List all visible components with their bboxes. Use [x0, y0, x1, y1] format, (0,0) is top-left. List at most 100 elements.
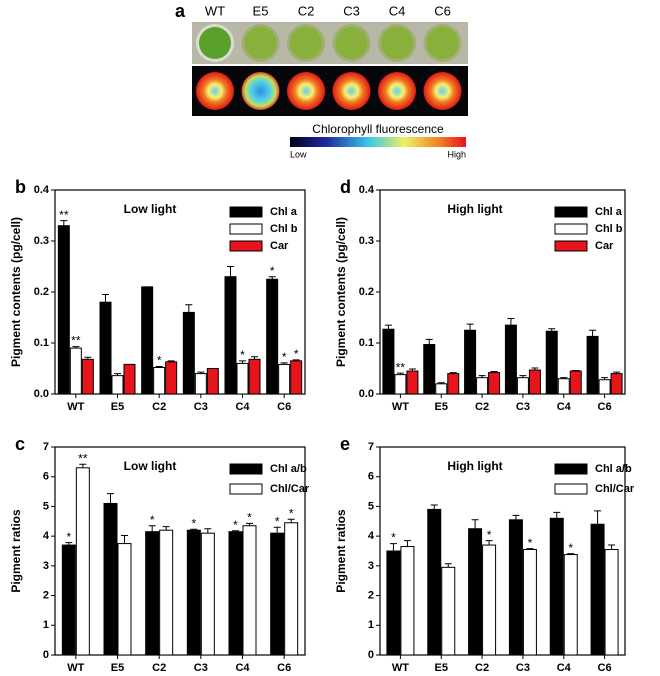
- significance: *: [191, 516, 196, 530]
- x-tick-label: WT: [392, 662, 409, 671]
- legend-label: Chl/Car: [270, 483, 310, 495]
- significance: *: [247, 511, 252, 525]
- bar: [266, 278, 279, 395]
- plot-frame: [379, 189, 626, 395]
- panel-label: d: [340, 177, 351, 197]
- x-tick-label: E5: [435, 401, 448, 413]
- legend-swatch: [229, 463, 263, 475]
- bar: [81, 358, 94, 395]
- legend-swatch: [554, 483, 588, 495]
- error-bar: [84, 356, 92, 360]
- error-bar: [185, 304, 193, 313]
- error-bar: [148, 525, 156, 532]
- x-tick-label: C2: [152, 401, 166, 413]
- legend-swatch: [229, 206, 263, 218]
- significance: **: [71, 334, 81, 348]
- y-tick-label: 6: [43, 471, 49, 483]
- bar: [61, 544, 76, 656]
- error-bar: [287, 518, 295, 523]
- bar: [236, 362, 249, 395]
- bar: [153, 366, 166, 395]
- error-bar: [239, 360, 246, 364]
- x-tick-label: WT: [67, 401, 84, 413]
- y-axis-label: Pigment contents (pg/cell): [334, 217, 348, 367]
- significance: *: [391, 531, 396, 545]
- legend-label: Chl a/b: [270, 463, 307, 475]
- error-bar: [102, 294, 109, 303]
- bar: [141, 286, 154, 395]
- legend-swatch: [554, 463, 588, 475]
- bar: [435, 383, 448, 395]
- bar: [200, 532, 215, 656]
- y-tick-label: 5: [368, 500, 374, 512]
- bar: [159, 529, 174, 656]
- sample-label: C4: [389, 3, 406, 18]
- panel-title: Low light: [124, 459, 177, 473]
- y-tick-label: 0.2: [34, 286, 49, 298]
- x-tick-label: E5: [111, 662, 124, 671]
- y-tick-label: 0.4: [359, 184, 375, 196]
- error-bar: [548, 328, 556, 332]
- bar: [504, 324, 517, 395]
- bar: [242, 525, 257, 656]
- error-bar: [79, 463, 87, 468]
- sample-label: C3: [343, 3, 360, 18]
- colorbar-title: Chlorophyll fluorescence: [312, 122, 444, 136]
- error-bar: [155, 365, 163, 368]
- significance: *: [233, 518, 238, 532]
- significance: *: [528, 536, 533, 550]
- bar: [228, 531, 243, 656]
- well-liquid: [290, 27, 322, 59]
- x-tick-label: C3: [516, 662, 530, 671]
- error-bar: [292, 359, 300, 361]
- sample-label: C6: [434, 3, 451, 18]
- y-tick-label: 5: [43, 500, 49, 512]
- error-bar: [589, 329, 597, 337]
- plot-frame: [54, 446, 306, 656]
- significance: *: [294, 347, 299, 361]
- bar: [569, 370, 582, 395]
- bar: [557, 378, 570, 395]
- error-bar: [449, 372, 457, 374]
- bar: [123, 363, 136, 395]
- error-bar: [601, 377, 609, 380]
- bar: [145, 531, 160, 656]
- error-bar: [512, 514, 520, 520]
- y-tick-label: 0.1: [34, 337, 49, 349]
- x-tick-label: C6: [277, 662, 291, 671]
- y-tick-label: 7: [43, 441, 49, 453]
- bar: [99, 301, 112, 395]
- y-tick-label: 3: [368, 560, 374, 572]
- bar: [488, 372, 501, 395]
- y-tick-label: 0.0: [34, 388, 49, 400]
- y-tick-label: 0: [368, 649, 374, 661]
- bar: [468, 528, 483, 656]
- bar: [586, 335, 599, 395]
- significance: *: [487, 528, 492, 542]
- y-tick-label: 1: [43, 619, 49, 631]
- bar: [563, 554, 578, 656]
- significance: **: [59, 208, 69, 222]
- error-bar: [65, 542, 73, 546]
- x-tick-label: C3: [194, 401, 208, 413]
- bar: [206, 368, 219, 395]
- panel-label: e: [340, 434, 350, 454]
- legend-label: Chl b: [595, 223, 623, 235]
- y-tick-label: 0.3: [34, 235, 49, 247]
- colorbar-high: High: [447, 149, 466, 159]
- bar: [111, 375, 124, 395]
- bar: [290, 360, 303, 395]
- bar: [103, 502, 118, 656]
- bar: [610, 373, 623, 395]
- error-bar: [251, 356, 258, 360]
- y-tick-label: 0.4: [34, 184, 50, 196]
- bar: [186, 529, 201, 656]
- panel-label: a: [175, 1, 186, 21]
- legend-label: Chl a: [595, 206, 623, 218]
- y-tick-label: 3: [43, 560, 49, 572]
- significance: *: [270, 264, 275, 278]
- x-tick-label: C6: [598, 662, 612, 671]
- error-bar: [227, 266, 234, 277]
- y-axis-label: Pigment contents (pg/cell): [9, 217, 23, 367]
- sample-label: WT: [205, 3, 225, 18]
